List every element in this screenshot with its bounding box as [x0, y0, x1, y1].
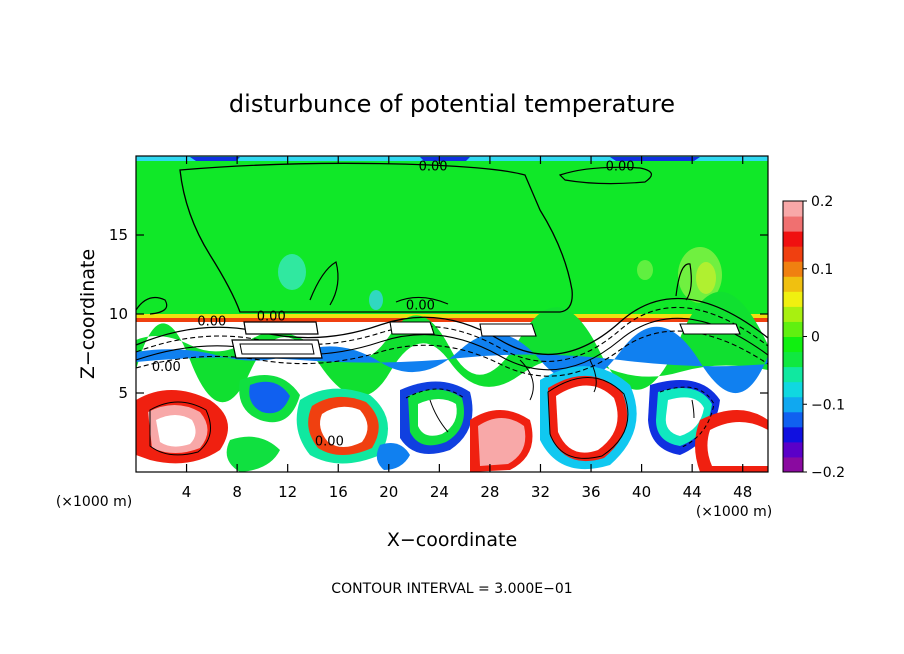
- colorbar-tick-label: 0: [811, 330, 820, 346]
- x-tick-label: 20: [379, 483, 398, 501]
- y-tick-label: 10: [109, 305, 128, 323]
- x-unit-right: (×1000 m): [696, 504, 772, 520]
- colorbar-swatch: [783, 336, 803, 353]
- heatmap-field: [136, 156, 768, 472]
- colorbar-tick-label: −0.1: [811, 397, 845, 413]
- y-axis-label: Z−coordinate: [77, 249, 99, 379]
- x-tick-label: 32: [531, 483, 550, 501]
- x-tick-label: 40: [632, 483, 651, 501]
- colorbar-swatch: [783, 321, 803, 337]
- colorbar-swatch: [783, 456, 803, 473]
- colorbar-swatch: [783, 381, 803, 398]
- colorbar-swatch: [783, 366, 803, 383]
- x-tick-label: 4: [182, 483, 192, 501]
- colorbar-swatch: [783, 291, 803, 307]
- contour-label: 0.00: [315, 434, 344, 449]
- contour-label: 0.00: [197, 314, 226, 329]
- colorbar-swatch: [783, 426, 803, 443]
- y-tick-label: 5: [118, 384, 128, 402]
- colorbar-tick-label: −0.2: [811, 465, 845, 481]
- colorbar-swatch: [783, 411, 803, 428]
- x-tick-label: 28: [480, 483, 499, 501]
- y-tick-label: 15: [109, 226, 128, 244]
- x-axis-label: X−coordinate: [387, 529, 517, 551]
- contour-label: 0.00: [606, 159, 635, 174]
- contour-label: 0.00: [406, 299, 435, 314]
- contour-label: 0.00: [152, 360, 181, 375]
- colorbar-swatch: [783, 306, 803, 322]
- y-axis: 5 10 15: [109, 226, 768, 402]
- x-tick-label: 12: [278, 483, 297, 501]
- colorbar-ticks: 0.2 0.1 0 −0.1 −0.2: [803, 194, 845, 481]
- x-tick-label: 24: [430, 483, 449, 501]
- contour-interval-text: CONTOUR INTERVAL = 3.000E−01: [331, 581, 572, 597]
- contour-label: 0.00: [257, 310, 286, 325]
- colorbar-swatch: [783, 231, 803, 247]
- colorbar-swatch: [783, 276, 803, 292]
- colorbar-swatch: [783, 261, 803, 277]
- x-tick-label: 16: [329, 483, 348, 501]
- colorbar-swatch: [783, 216, 803, 232]
- colorbar-swatch: [783, 441, 803, 458]
- colorbar-tick-label: 0.1: [811, 262, 833, 278]
- chart-title: disturbunce of potential temperature: [229, 90, 675, 118]
- colorbar-tick-label: 0.2: [811, 194, 833, 210]
- x-tick-label: 48: [733, 483, 752, 501]
- contour-labels: 0.00 0.00 0.00 0.00 0.00 0.00 0.00: [152, 159, 635, 449]
- x-tick-label: 8: [232, 483, 242, 501]
- x-axis: 4 8 12 16 20 24 28 32 36 40 44 48: [182, 156, 752, 501]
- colorbar-swatch: [783, 246, 803, 262]
- x-tick-label: 44: [683, 483, 702, 501]
- colorbar-swatch: [783, 201, 803, 217]
- colorbar-swatch: [783, 351, 803, 368]
- colorbar-swatch: [783, 396, 803, 413]
- colorbar: [782, 200, 804, 473]
- contour-label: 0.00: [419, 159, 448, 174]
- x-unit-left: (×1000 m): [56, 494, 132, 510]
- x-tick-label: 36: [581, 483, 600, 501]
